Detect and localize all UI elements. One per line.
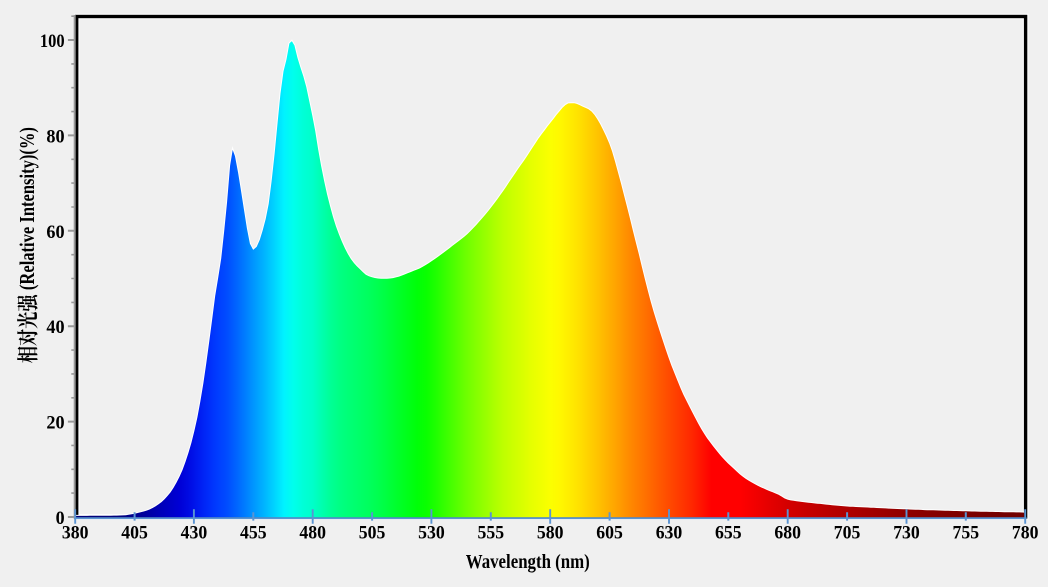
svg-text:430: 430 [181, 523, 208, 544]
svg-text:605: 605 [596, 523, 623, 544]
svg-text:380: 380 [62, 523, 89, 544]
svg-text:705: 705 [834, 523, 861, 544]
svg-text:630: 630 [656, 523, 683, 544]
svg-text:(Relative Intensity)(%): (Relative Intensity)(%) [15, 127, 39, 290]
svg-text:80: 80 [46, 126, 64, 147]
svg-text:680: 680 [774, 523, 801, 544]
svg-text:530: 530 [418, 523, 445, 544]
svg-text:405: 405 [121, 523, 148, 544]
svg-text:455: 455 [240, 523, 267, 544]
svg-text:730: 730 [893, 523, 920, 544]
svg-text:20: 20 [46, 413, 64, 434]
svg-text:480: 480 [299, 523, 326, 544]
svg-text:60: 60 [46, 222, 64, 243]
svg-text:655: 655 [715, 523, 742, 544]
svg-text:0: 0 [56, 508, 65, 529]
svg-text:Wavelength (nm): Wavelength (nm) [466, 552, 590, 573]
svg-text:100: 100 [40, 31, 65, 52]
svg-text:505: 505 [359, 523, 386, 544]
svg-text:40: 40 [46, 317, 64, 338]
svg-text:555: 555 [478, 523, 505, 544]
svg-text:780: 780 [1012, 523, 1039, 544]
svg-text:755: 755 [953, 523, 980, 544]
svg-text:580: 580 [537, 523, 564, 544]
